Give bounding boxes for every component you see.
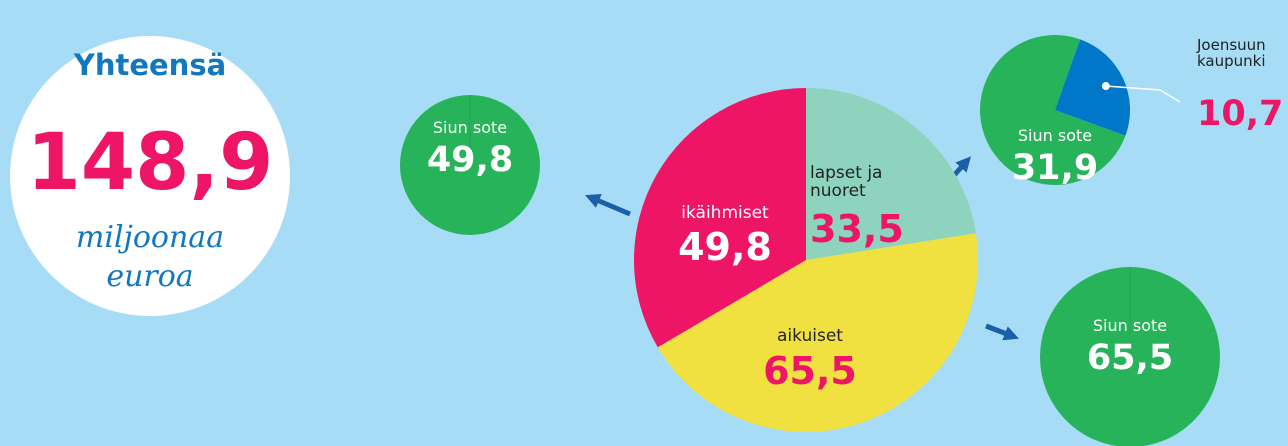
category-label: aikuiset [777,326,843,346]
pie-slice [657,233,978,432]
total-title: Yhteensä [73,48,227,82]
leader-dot [1101,82,1110,91]
pie-slice [400,95,540,235]
category-label: ikäihmiset [681,203,769,223]
pie-slice [1055,39,1130,136]
value-label: 65,5 [763,349,857,393]
pie-slice [1040,267,1220,446]
arrow [985,323,1020,341]
category-label: Siun sote [1092,316,1168,335]
total-unit: miljoonaa euroa [75,220,225,294]
value-label: 49,8 [678,225,772,269]
pie-slice [979,34,1126,185]
value-label: 33,5 [810,207,904,251]
pie-slice [634,88,806,348]
value-label: 10,7 [1197,94,1284,134]
arrow [585,193,631,217]
value-label: 65,5 [1086,338,1174,378]
category-label: Joensuun kaupunki [1197,36,1266,70]
category-label: Siun sote [1017,126,1093,145]
pie-slice [806,88,976,260]
total-circle [10,36,290,316]
total-value: 148,9 [26,118,274,208]
value-label: 31,9 [1011,148,1099,188]
value-label: 49,8 [426,140,514,180]
category-label: Siun sote [432,118,508,137]
category-label: lapset ja nuoret [810,163,883,201]
leader-line [1105,85,1181,103]
